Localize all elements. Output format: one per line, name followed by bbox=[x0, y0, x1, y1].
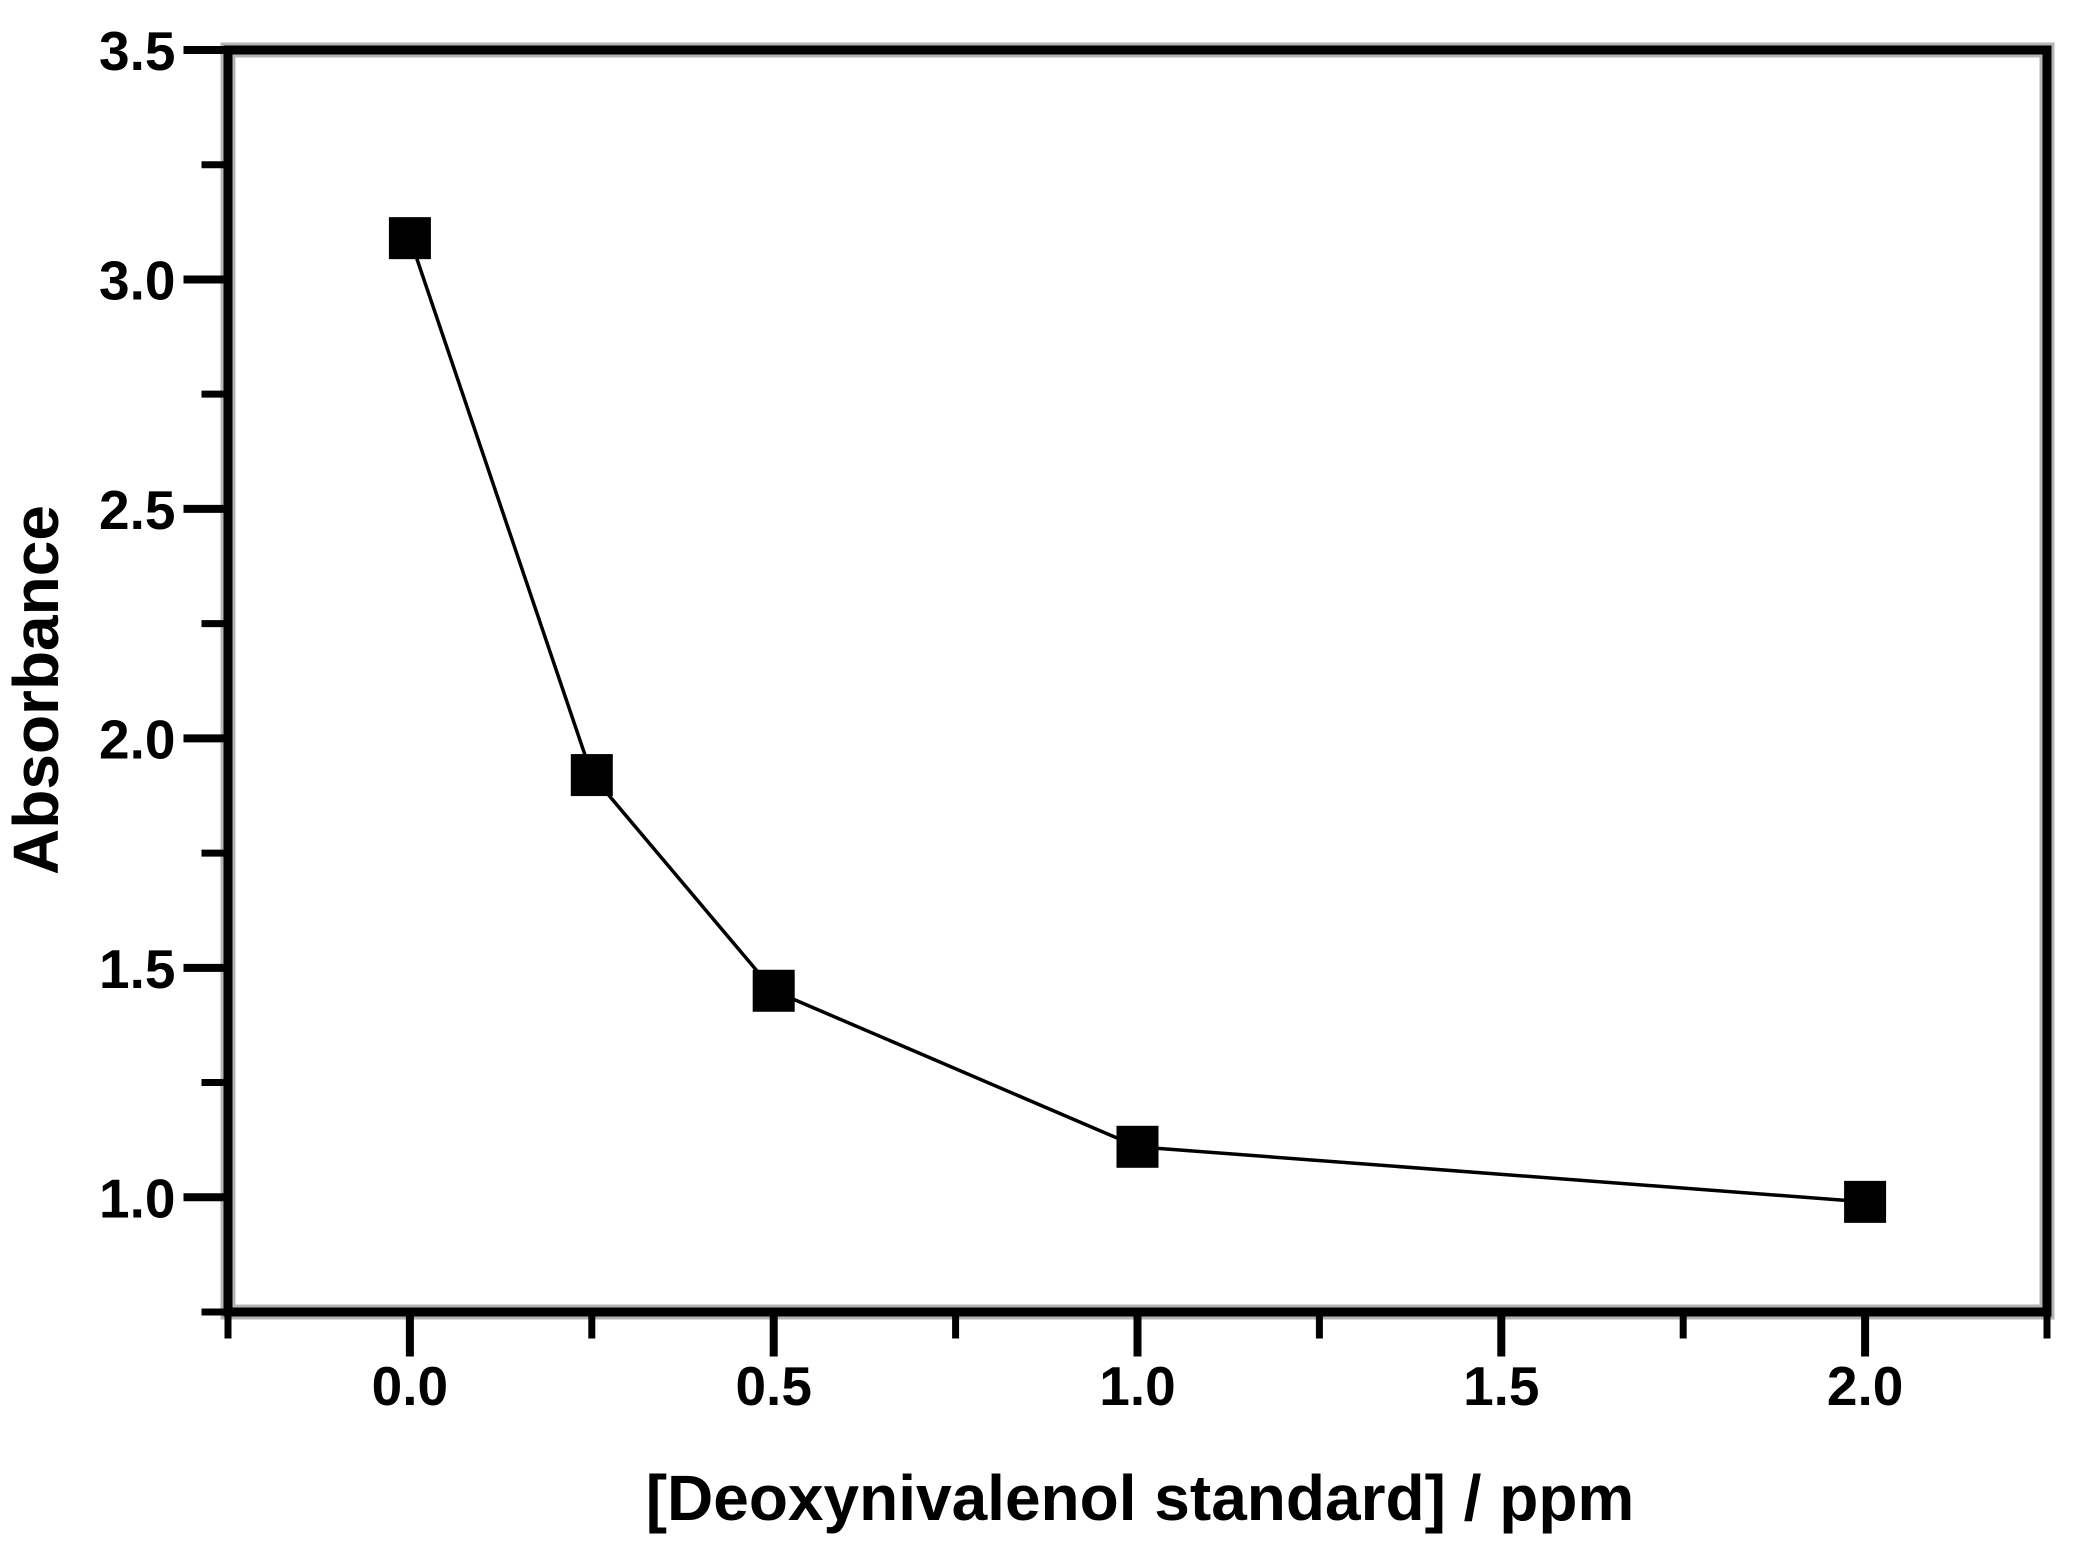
y-tick-label: 2.0 bbox=[99, 708, 175, 770]
x-tick-label: 0.0 bbox=[372, 1355, 448, 1417]
data-point-marker bbox=[388, 217, 431, 260]
y-tick-label: 2.5 bbox=[99, 479, 175, 541]
y-tick-label: 1.5 bbox=[99, 938, 175, 1000]
y-tick-label: 3.5 bbox=[99, 20, 175, 82]
y-axis-title: Absorbance bbox=[0, 505, 72, 875]
x-tick-label: 2.0 bbox=[1827, 1355, 1903, 1417]
plot-frame-halo bbox=[220, 42, 2055, 1320]
y-tick-label: 3.0 bbox=[99, 249, 175, 311]
x-tick-label: 0.5 bbox=[735, 1355, 811, 1417]
x-tick-label: 1.0 bbox=[1099, 1355, 1175, 1417]
y-tick-label: 1.0 bbox=[99, 1167, 175, 1229]
x-tick-label: 1.5 bbox=[1463, 1355, 1539, 1417]
data-point-marker bbox=[1844, 1180, 1887, 1223]
plot-frame bbox=[223, 45, 2052, 1317]
data-point-marker bbox=[752, 969, 795, 1012]
data-point-marker bbox=[1116, 1125, 1159, 1168]
series-line bbox=[408, 237, 1866, 1204]
data-point-marker bbox=[570, 754, 613, 797]
x-axis-title: [Deoxynivalenol standard] / ppm bbox=[646, 1462, 1635, 1534]
plot-layer: 0.0 0.5 1.0 1.5 2.0 1.0 1.5 2.0 2.5 3.0 3.5 bbox=[99, 20, 2055, 1417]
